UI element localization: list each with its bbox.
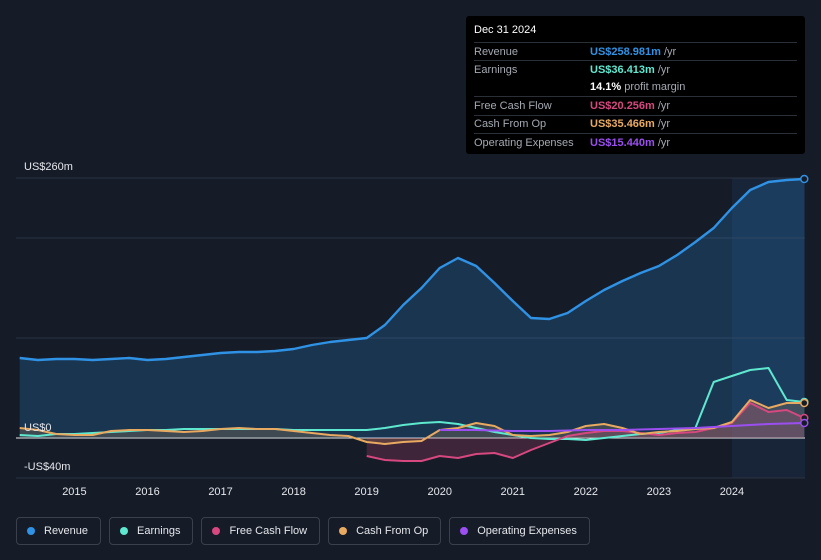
tooltip-value: US$258.981m bbox=[590, 45, 661, 58]
chart-legend: Revenue Earnings Free Cash Flow Cash Fro… bbox=[16, 517, 590, 545]
legend-label: Earnings bbox=[137, 525, 181, 537]
x-tick-label: 2024 bbox=[720, 486, 744, 498]
highlight-region bbox=[731, 178, 805, 478]
tooltip-unit: profit margin bbox=[624, 81, 686, 94]
cash-from-op-area bbox=[19, 400, 805, 444]
legend-item-cash-from-op[interactable]: Cash From Op bbox=[328, 517, 442, 545]
tooltip-value: US$36.413m bbox=[590, 64, 655, 77]
legend-dot-icon bbox=[460, 527, 469, 535]
cash-from-op-end-marker bbox=[800, 398, 809, 408]
operating-expenses-end-marker bbox=[800, 418, 809, 428]
revenue-area bbox=[19, 179, 805, 438]
legend-label: Cash From Op bbox=[356, 525, 429, 537]
tooltip-row-earnings: Earnings US$36.413m /yr bbox=[474, 60, 797, 78]
x-tick-label: 2019 bbox=[354, 486, 378, 498]
tooltip-panel: Dec 31 2024 Revenue US$258.981m /yr Earn… bbox=[466, 16, 805, 154]
tooltip-value: 14.1% bbox=[590, 81, 622, 94]
operating-expenses-line bbox=[439, 422, 805, 432]
x-tick-label: 2017 bbox=[208, 486, 232, 498]
legend-label: Free Cash Flow bbox=[229, 525, 308, 537]
free-cash-flow-area bbox=[366, 403, 805, 461]
legend-label: Revenue bbox=[44, 525, 89, 537]
legend-dot-icon bbox=[120, 527, 129, 535]
tooltip-row-cash-from-op: Cash From Op US$35.466m /yr bbox=[474, 114, 797, 133]
tooltip-row-free-cash-flow: Free Cash Flow US$20.256m /yr bbox=[474, 96, 797, 114]
y-tick-label: -US$40m bbox=[24, 461, 70, 473]
legend-item-operating-expenses[interactable]: Operating Expenses bbox=[449, 517, 590, 545]
x-tick-label: 2015 bbox=[62, 486, 86, 498]
tooltip-row-revenue: Revenue US$258.981m /yr bbox=[474, 42, 797, 60]
y-tick-label: US$260m bbox=[24, 161, 73, 173]
tooltip-unit: /yr bbox=[657, 118, 671, 131]
tooltip-label: Revenue bbox=[474, 45, 519, 58]
tooltip-unit: /yr bbox=[657, 64, 671, 77]
tooltip-label: Cash From Op bbox=[474, 118, 547, 131]
x-tick-label: 2018 bbox=[281, 486, 305, 498]
cash-from-op-line bbox=[19, 399, 805, 445]
legend-item-revenue[interactable]: Revenue bbox=[16, 517, 102, 545]
x-tick-label: 2021 bbox=[501, 486, 525, 498]
tooltip-label: Free Cash Flow bbox=[474, 99, 552, 112]
revenue-end-marker bbox=[800, 174, 809, 184]
x-tick-label: 2020 bbox=[427, 486, 451, 498]
tooltip-value: US$20.256m bbox=[590, 99, 655, 112]
tooltip-value: US$15.440m bbox=[590, 136, 655, 149]
tooltip-label: Operating Expenses bbox=[474, 136, 574, 149]
legend-item-free-cash-flow[interactable]: Free Cash Flow bbox=[201, 517, 321, 545]
tooltip-row-profit-margin: 14.1% profit margin bbox=[474, 79, 797, 96]
tooltip-row-operating-expenses: Operating Expenses US$15.440m /yr bbox=[474, 132, 797, 151]
legend-label: Operating Expenses bbox=[477, 525, 577, 537]
revenue-line bbox=[19, 177, 805, 362]
tooltip-label: Earnings bbox=[474, 64, 518, 77]
x-tick-label: 2023 bbox=[647, 486, 671, 498]
legend-item-earnings[interactable]: Earnings bbox=[109, 517, 194, 545]
tooltip-date: Dec 31 2024 bbox=[474, 24, 537, 36]
x-tick-label: 2016 bbox=[135, 486, 159, 498]
legend-dot-icon bbox=[339, 527, 348, 535]
legend-dot-icon bbox=[27, 527, 35, 535]
y-tick-label: US$0 bbox=[24, 422, 52, 434]
legend-dot-icon bbox=[212, 527, 221, 535]
tooltip-unit: /yr bbox=[663, 45, 677, 58]
x-tick-label: 2022 bbox=[574, 486, 598, 498]
tooltip-unit: /yr bbox=[657, 136, 671, 149]
tooltip-unit: /yr bbox=[657, 99, 671, 112]
tooltip-value: US$35.466m bbox=[590, 118, 655, 131]
